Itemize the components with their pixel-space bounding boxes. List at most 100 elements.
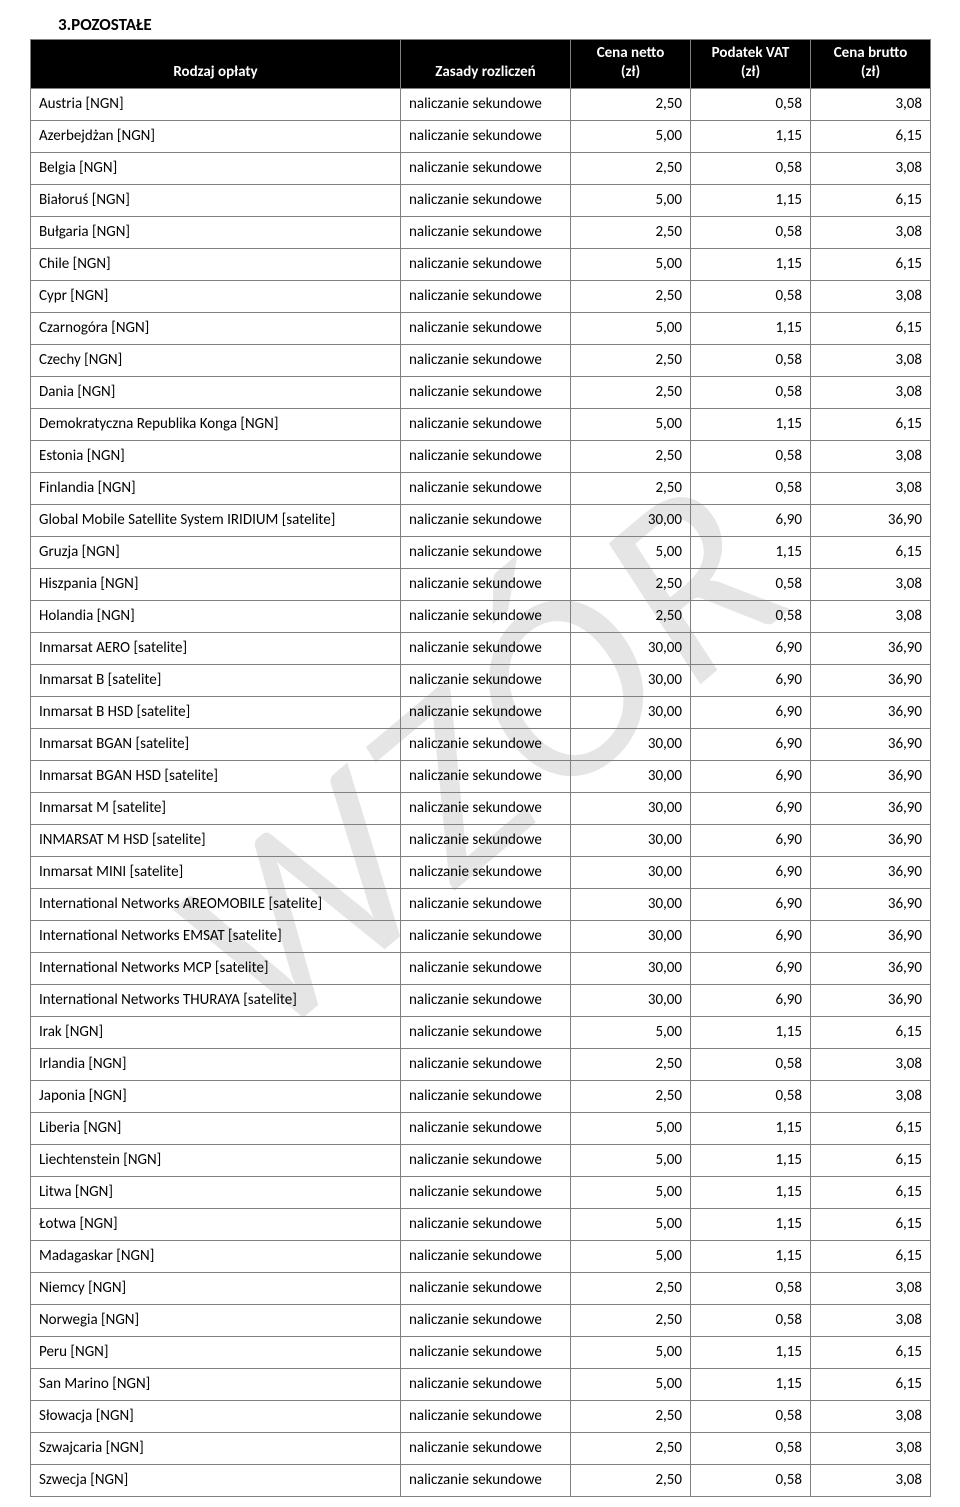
cell-gross: 36,90 <box>811 504 931 536</box>
header-col4: Podatek VAT (zł) <box>691 40 811 89</box>
table-row: Inmarsat BGAN [satelite]naliczanie sekun… <box>31 728 931 760</box>
cell-gross: 3,08 <box>811 1048 931 1080</box>
cell-name: Hiszpania [NGN] <box>31 568 401 600</box>
cell-vat: 6,90 <box>691 728 811 760</box>
cell-gross: 36,90 <box>811 632 931 664</box>
cell-vat: 0,58 <box>691 1048 811 1080</box>
cell-rule: naliczanie sekundowe <box>401 1048 571 1080</box>
cell-name: INMARSAT M HSD [satelite] <box>31 824 401 856</box>
cell-name: Inmarsat AERO [satelite] <box>31 632 401 664</box>
cell-name: Szwajcaria [NGN] <box>31 1432 401 1464</box>
cell-gross: 36,90 <box>811 984 931 1016</box>
table-row: International Networks THURAYA [satelite… <box>31 984 931 1016</box>
cell-gross: 6,15 <box>811 184 931 216</box>
header-col5-line2: (zł) <box>861 63 880 81</box>
cell-vat: 6,90 <box>691 888 811 920</box>
cell-gross: 6,15 <box>811 1336 931 1368</box>
cell-rule: naliczanie sekundowe <box>401 248 571 280</box>
header-col5: Cena brutto (zł) <box>811 40 931 89</box>
cell-vat: 6,90 <box>691 792 811 824</box>
table-row: Irak [NGN]naliczanie sekundowe5,001,156,… <box>31 1016 931 1048</box>
cell-name: Inmarsat B [satelite] <box>31 664 401 696</box>
cell-gross: 6,15 <box>811 1144 931 1176</box>
table-row: Madagaskar [NGN]naliczanie sekundowe5,00… <box>31 1240 931 1272</box>
cell-gross: 36,90 <box>811 760 931 792</box>
cell-gross: 6,15 <box>811 248 931 280</box>
cell-rule: naliczanie sekundowe <box>401 760 571 792</box>
cell-name: International Networks MCP [satelite] <box>31 952 401 984</box>
cell-vat: 1,15 <box>691 1016 811 1048</box>
cell-rule: naliczanie sekundowe <box>401 216 571 248</box>
cell-gross: 3,08 <box>811 88 931 120</box>
cell-gross: 3,08 <box>811 440 931 472</box>
cell-rule: naliczanie sekundowe <box>401 568 571 600</box>
cell-net: 30,00 <box>571 952 691 984</box>
table-row: Słowacja [NGN]naliczanie sekundowe2,500,… <box>31 1400 931 1432</box>
cell-rule: naliczanie sekundowe <box>401 472 571 504</box>
pricing-table: Rodzaj opłaty Zasady rozliczeń Cena nett… <box>30 39 931 1497</box>
cell-vat: 1,15 <box>691 1144 811 1176</box>
header-col4-line2: (zł) <box>741 63 760 81</box>
cell-vat: 0,58 <box>691 344 811 376</box>
cell-rule: naliczanie sekundowe <box>401 1240 571 1272</box>
cell-rule: naliczanie sekundowe <box>401 440 571 472</box>
cell-gross: 36,90 <box>811 888 931 920</box>
table-row: Irlandia [NGN]naliczanie sekundowe2,500,… <box>31 1048 931 1080</box>
cell-rule: naliczanie sekundowe <box>401 1400 571 1432</box>
cell-vat: 6,90 <box>691 632 811 664</box>
table-row: Inmarsat B [satelite]naliczanie sekundow… <box>31 664 931 696</box>
cell-gross: 3,08 <box>811 1304 931 1336</box>
cell-gross: 6,15 <box>811 1368 931 1400</box>
cell-vat: 1,15 <box>691 184 811 216</box>
cell-vat: 1,15 <box>691 408 811 440</box>
cell-vat: 1,15 <box>691 1336 811 1368</box>
cell-net: 2,50 <box>571 1432 691 1464</box>
cell-net: 5,00 <box>571 1144 691 1176</box>
cell-vat: 1,15 <box>691 1112 811 1144</box>
table-body: Austria [NGN]naliczanie sekundowe2,500,5… <box>31 88 931 1496</box>
cell-gross: 6,15 <box>811 1208 931 1240</box>
cell-net: 2,50 <box>571 280 691 312</box>
table-row: Inmarsat BGAN HSD [satelite]naliczanie s… <box>31 760 931 792</box>
cell-vat: 6,90 <box>691 760 811 792</box>
cell-net: 2,50 <box>571 440 691 472</box>
cell-rule: naliczanie sekundowe <box>401 280 571 312</box>
cell-net: 2,50 <box>571 1400 691 1432</box>
cell-net: 5,00 <box>571 312 691 344</box>
table-row: Norwegia [NGN]naliczanie sekundowe2,500,… <box>31 1304 931 1336</box>
cell-gross: 36,90 <box>811 856 931 888</box>
cell-name: Cypr [NGN] <box>31 280 401 312</box>
table-row: Holandia [NGN]naliczanie sekundowe2,500,… <box>31 600 931 632</box>
cell-rule: naliczanie sekundowe <box>401 88 571 120</box>
table-row: Czechy [NGN]naliczanie sekundowe2,500,58… <box>31 344 931 376</box>
cell-net: 5,00 <box>571 1176 691 1208</box>
table-row: Estonia [NGN]naliczanie sekundowe2,500,5… <box>31 440 931 472</box>
header-col3-line1: Cena netto <box>597 44 665 62</box>
cell-gross: 36,90 <box>811 952 931 984</box>
table-row: Czarnogóra [NGN]naliczanie sekundowe5,00… <box>31 312 931 344</box>
cell-name: Irak [NGN] <box>31 1016 401 1048</box>
cell-net: 30,00 <box>571 920 691 952</box>
cell-gross: 6,15 <box>811 1016 931 1048</box>
cell-net: 30,00 <box>571 984 691 1016</box>
table-row: Inmarsat MINI [satelite]naliczanie sekun… <box>31 856 931 888</box>
cell-gross: 36,90 <box>811 824 931 856</box>
cell-gross: 3,08 <box>811 344 931 376</box>
header-col3: Cena netto (zł) <box>571 40 691 89</box>
cell-name: Liberia [NGN] <box>31 1112 401 1144</box>
table-row: Demokratyczna Republika Konga [NGN]nalic… <box>31 408 931 440</box>
cell-gross: 3,08 <box>811 1464 931 1496</box>
table-row: International Networks AREOMOBILE [satel… <box>31 888 931 920</box>
cell-vat: 0,58 <box>691 472 811 504</box>
cell-gross: 36,90 <box>811 920 931 952</box>
cell-name: Irlandia [NGN] <box>31 1048 401 1080</box>
cell-rule: naliczanie sekundowe <box>401 856 571 888</box>
table-row: Japonia [NGN]naliczanie sekundowe2,500,5… <box>31 1080 931 1112</box>
cell-vat: 0,58 <box>691 88 811 120</box>
table-row: Litwa [NGN]naliczanie sekundowe5,001,156… <box>31 1176 931 1208</box>
cell-vat: 6,90 <box>691 952 811 984</box>
table-row: Chile [NGN]naliczanie sekundowe5,001,156… <box>31 248 931 280</box>
cell-rule: naliczanie sekundowe <box>401 632 571 664</box>
cell-net: 2,50 <box>571 376 691 408</box>
cell-name: San Marino [NGN] <box>31 1368 401 1400</box>
